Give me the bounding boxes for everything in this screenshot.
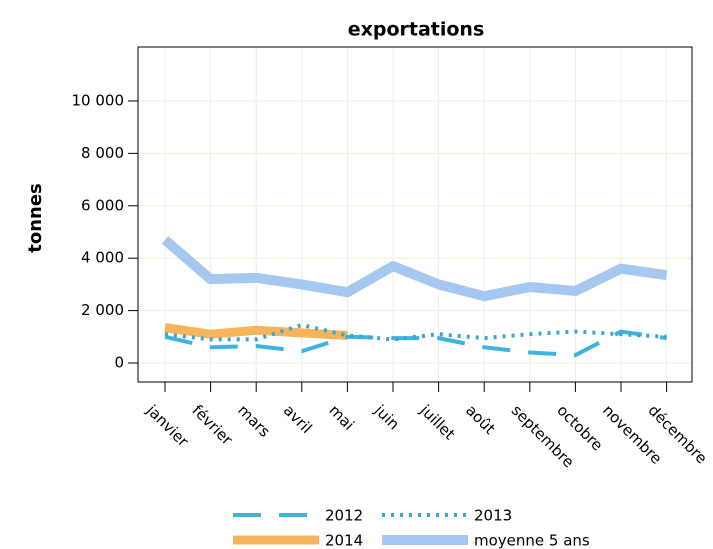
- y-tick-label: 10 000: [72, 91, 125, 109]
- y-tick-label: 6 000: [81, 196, 124, 214]
- x-tick-label: mai: [325, 401, 358, 434]
- y-tick-label: 4 000: [81, 249, 124, 267]
- x-tick-label: mars: [234, 401, 274, 441]
- plot-frame: [137, 46, 693, 383]
- legend-label: moyenne 5 ans: [474, 532, 590, 549]
- y-tick-label: 2 000: [81, 301, 124, 319]
- y-tick-label: 0: [114, 354, 124, 372]
- y-axis-label: tonnes: [25, 183, 46, 253]
- legend-label: 2012: [325, 507, 363, 525]
- line-series: [164, 323, 348, 340]
- legend-label: 2013: [474, 507, 512, 525]
- x-tick-label: avril: [280, 401, 316, 437]
- line-series: [161, 236, 668, 302]
- line-series: [164, 323, 667, 342]
- y-tick-label: 8 000: [81, 144, 124, 162]
- legend-label: 2014: [325, 532, 363, 549]
- x-tick-label: janvier: [142, 401, 192, 451]
- x-tick-label: juin: [370, 401, 403, 434]
- chart-title: exportations: [348, 19, 485, 41]
- x-tick-label: juillet: [416, 401, 459, 444]
- x-tick-label: août: [462, 401, 499, 438]
- x-tick-label: février: [189, 401, 237, 449]
